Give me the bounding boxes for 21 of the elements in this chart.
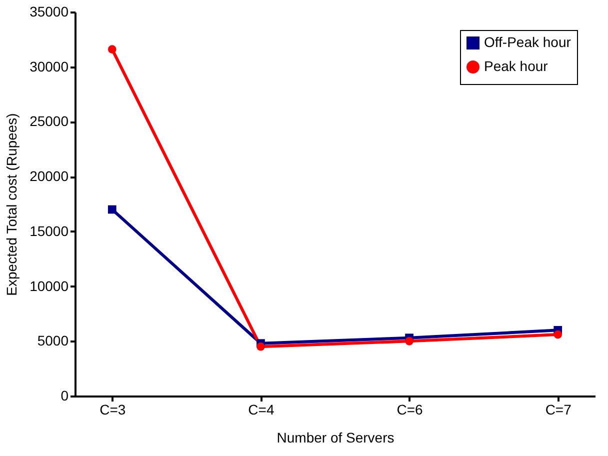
x-tick-label: C=4: [248, 402, 274, 418]
y-tick-label: 35000: [30, 4, 69, 20]
point: [256, 342, 265, 351]
point: [405, 336, 414, 346]
y-tick-label: 15000: [30, 222, 69, 239]
y-tick-label: 0: [60, 388, 69, 404]
x-tick-label: C=7: [545, 402, 572, 418]
point: [108, 45, 116, 54]
y-axis-title: Expected Total cost (Rupees): [4, 113, 20, 296]
x-tick-label: C=3: [100, 402, 126, 418]
point: [554, 330, 562, 339]
y-tick-label: 5000: [37, 332, 69, 349]
y-tick-label: 10000: [30, 278, 69, 294]
point: [108, 205, 116, 214]
y-tick-label: 30000: [30, 58, 69, 74]
x-tick-label: C=6: [396, 402, 424, 418]
legend-label: Off-Peak hour: [484, 34, 572, 50]
y-tick-label: 25000: [30, 113, 69, 130]
y-tick-label: 20000: [30, 168, 69, 184]
legend-label: Peak hour: [484, 58, 548, 74]
x-axis-title: Number of Servers: [276, 430, 394, 446]
